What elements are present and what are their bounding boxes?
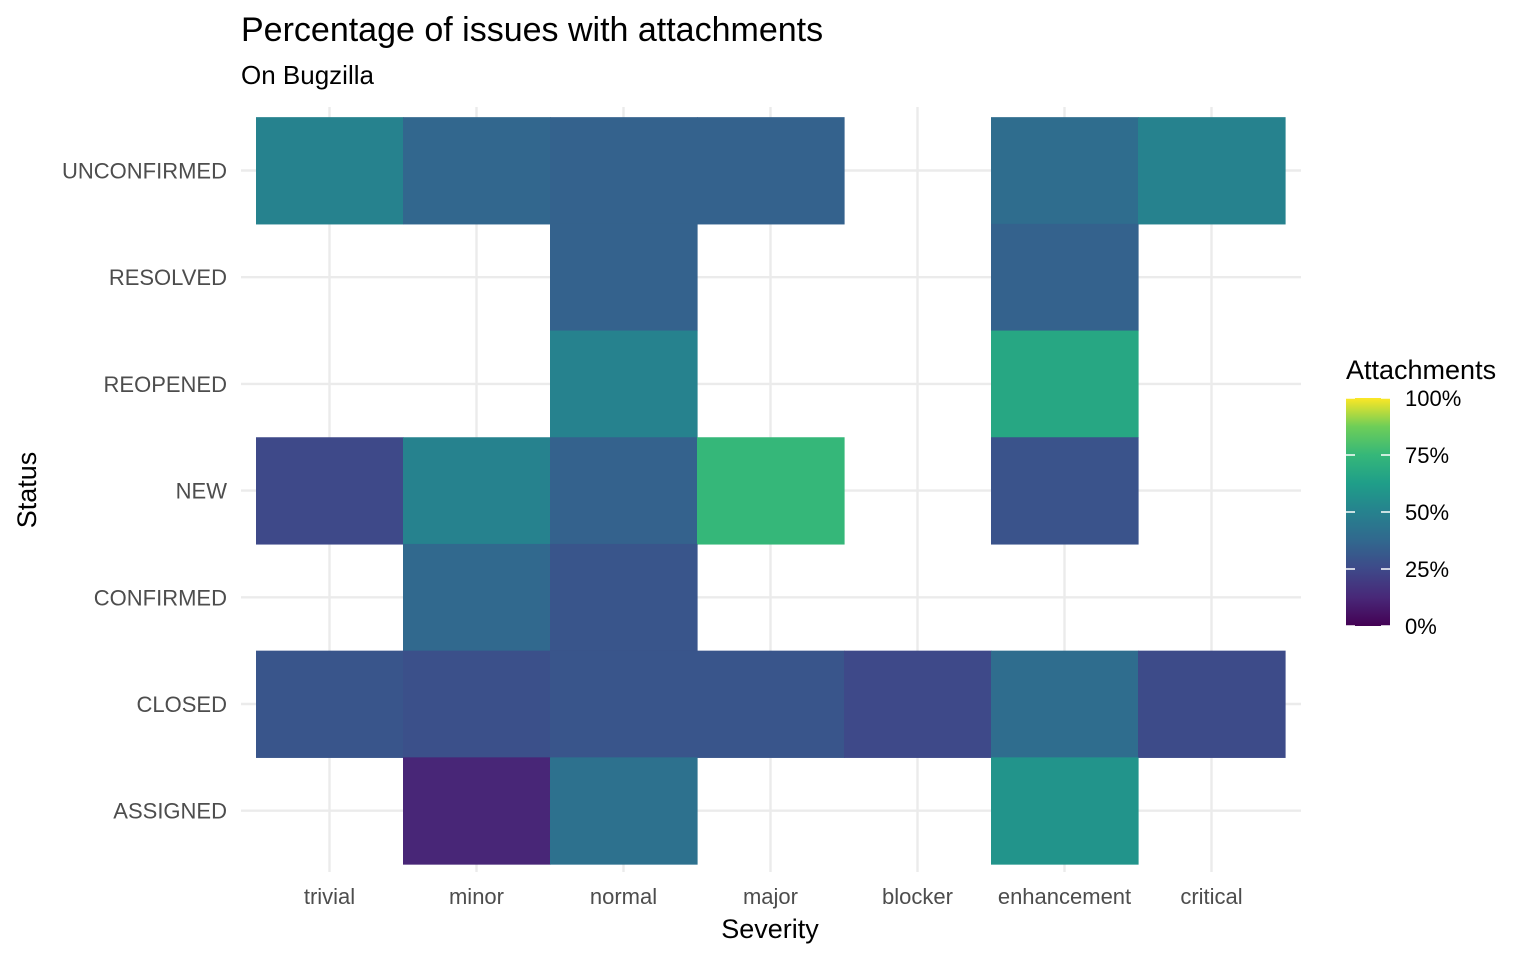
heatmap-cell-trivial-new — [256, 437, 404, 545]
heatmap-cell-minor-new — [403, 437, 551, 545]
x-tick-label-trivial: trivial — [304, 884, 355, 909]
x-tick-label-enhancement: enhancement — [998, 884, 1131, 909]
heatmap-cell-minor-unconfirmed — [403, 117, 551, 225]
y-tick-label-resolved: RESOLVED — [109, 265, 227, 290]
x-tick-label-normal: normal — [590, 884, 657, 909]
y-tick-label-unconfirmed: UNCONFIRMED — [62, 159, 227, 184]
x-axis-title: Severity — [721, 914, 819, 944]
y-tick-label-reopened: REOPENED — [104, 372, 227, 397]
x-tick-labels: trivial minor normal major blocker enhancemen… — [304, 884, 1243, 909]
heatmap-cell-enhancement-closed — [991, 650, 1139, 758]
x-tick-label-major: major — [743, 884, 798, 909]
x-tick-label-blocker: blocker — [882, 884, 953, 909]
heatmap-cell-enhancement-resolved — [991, 223, 1139, 332]
heatmap-cell-normal-closed — [550, 650, 698, 758]
legend-label-50: 50% — [1405, 500, 1449, 525]
legend-title: Attachments — [1346, 355, 1496, 385]
chart-subtitle: On Bugzilla — [241, 60, 374, 90]
heatmap-cell-critical-unconfirmed — [1138, 117, 1286, 225]
y-tick-label-confirmed: CONFIRMED — [94, 585, 227, 610]
legend-label-100: 100% — [1405, 386, 1461, 411]
heatmap-cell-normal-assigned — [550, 757, 698, 865]
legend-label-25: 25% — [1405, 557, 1449, 582]
heatmap-cell-critical-closed — [1138, 650, 1286, 758]
heatmap-cell-minor-assigned — [403, 757, 551, 865]
heatmap-cell-minor-confirmed — [403, 543, 551, 652]
heatmap-cell-enhancement-unconfirmed — [991, 117, 1139, 225]
y-tick-label-assigned: ASSIGNED — [113, 799, 227, 824]
heatmap-cell-blocker-closed — [844, 650, 992, 758]
heatmap-cell-minor-closed — [403, 650, 551, 758]
heatmap-cell-normal-unconfirmed — [550, 117, 698, 225]
heatmap-cell-normal-resolved — [550, 223, 698, 332]
heatmap-cell-enhancement-reopened — [991, 330, 1139, 438]
heatmap-cell-normal-reopened — [550, 330, 698, 438]
x-tick-label-critical: critical — [1180, 884, 1242, 909]
y-tick-label-new: NEW — [176, 479, 228, 504]
heatmap-cell-enhancement-assigned — [991, 757, 1139, 865]
x-tick-label-minor: minor — [449, 884, 504, 909]
chart-title: Percentage of issues with attachments — [241, 11, 823, 49]
heatmap-cell-major-unconfirmed — [697, 117, 845, 225]
legend-ticks: 100% 75% 50% 25% 0% — [1346, 386, 1461, 639]
legend-label-0: 0% — [1405, 614, 1437, 639]
legend-label-75: 75% — [1405, 443, 1449, 468]
heatmap-cell-enhancement-new — [991, 437, 1139, 545]
heatmap-cell-major-new — [697, 437, 845, 545]
heatmap-cell-major-closed — [697, 650, 845, 758]
y-axis-title: Status — [12, 452, 42, 529]
heatmap-cell-trivial-closed — [256, 650, 404, 758]
heatmap-cell-normal-confirmed — [550, 543, 698, 652]
heatmap-cells — [256, 117, 1286, 865]
heatmap-cell-trivial-unconfirmed — [256, 117, 404, 225]
y-tick-labels: UNCONFIRMED RESOLVED REOPENED NEW CONFIRMED C… — [62, 159, 227, 824]
y-tick-label-closed: CLOSED — [137, 692, 227, 717]
heatmap-cell-normal-new — [550, 437, 698, 545]
legend: Attachments 100% 75% 50% 25% 0% — [1346, 355, 1496, 639]
